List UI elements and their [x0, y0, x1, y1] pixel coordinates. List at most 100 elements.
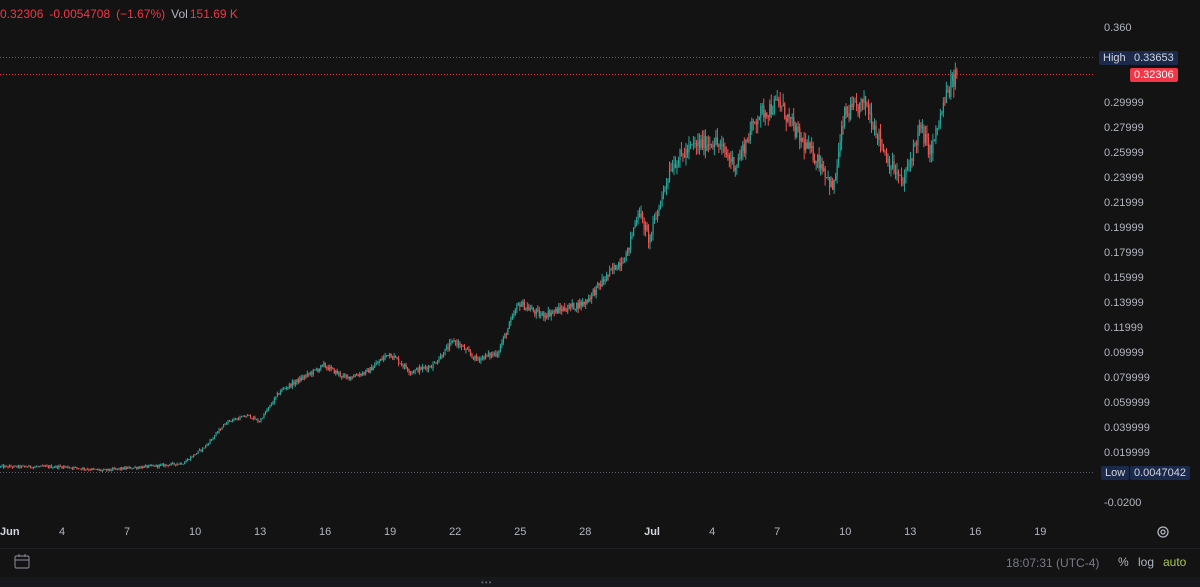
candle-body — [953, 74, 955, 87]
candle-body — [775, 99, 777, 101]
candle-body — [761, 106, 763, 108]
candle-body — [610, 268, 612, 270]
candle-body — [701, 139, 704, 149]
candle-body — [372, 367, 374, 371]
candle-body — [489, 353, 491, 357]
price-tick-label: 0.360 — [1104, 21, 1132, 34]
candle-body — [523, 301, 526, 310]
candle-body — [64, 466, 66, 468]
candle-body — [519, 303, 521, 307]
candle-body — [947, 89, 949, 91]
auto-scale-toggle[interactable]: auto — [1163, 555, 1187, 569]
candle-body — [85, 469, 87, 471]
candle-body — [161, 464, 163, 465]
candle-body — [745, 139, 747, 154]
ohlc-legend: 0.32306 -0.0054708 (−1.67%) Vol 151.69 K — [0, 6, 244, 22]
candle-body — [435, 362, 437, 364]
candle-body — [619, 262, 621, 267]
candle-body — [829, 176, 831, 188]
candle-body — [764, 113, 766, 118]
candle-body — [148, 465, 150, 468]
candle-body — [697, 140, 699, 147]
candle-body — [98, 469, 100, 471]
candle-body — [305, 375, 307, 378]
candle-body — [366, 369, 368, 371]
candle-body — [770, 103, 772, 115]
candle-body — [603, 279, 605, 282]
candle-body — [380, 359, 382, 362]
candle-body — [184, 462, 186, 465]
candle-body — [393, 355, 395, 359]
candle-body — [736, 165, 738, 169]
log-scale-toggle[interactable]: log — [1138, 555, 1155, 569]
candle-body — [606, 274, 608, 281]
candle-body — [490, 353, 493, 357]
candle-body — [234, 419, 237, 420]
candle-body — [850, 103, 852, 119]
candle-body — [22, 465, 24, 467]
candle-body — [359, 373, 361, 376]
candle-body — [31, 467, 33, 469]
candle-body — [909, 158, 912, 165]
candle-body — [89, 469, 91, 471]
candle-body — [574, 308, 576, 310]
candle-body — [11, 466, 14, 468]
candle-body — [944, 102, 946, 104]
candle-body — [416, 368, 418, 370]
candle-body — [516, 305, 518, 311]
candle-body — [659, 206, 662, 207]
candle-body — [288, 384, 291, 388]
candle-body — [535, 309, 537, 315]
candle-body — [645, 225, 647, 231]
resize-grip-icon[interactable]: ••• — [481, 578, 493, 587]
candle-body — [1, 465, 3, 467]
candle-body — [185, 460, 187, 463]
candle-body — [5, 465, 8, 467]
candle-body — [294, 382, 297, 385]
candle-body — [760, 106, 762, 118]
candle-body — [107, 468, 109, 471]
price-tick-label: 0.29999 — [1104, 96, 1144, 109]
clock-readout[interactable]: 18:07:31 (UTC-4) — [1006, 556, 1100, 570]
time-tick-label: 10 — [839, 526, 852, 538]
candle-body — [209, 440, 211, 444]
candle-body — [341, 376, 343, 377]
candle-body — [767, 116, 769, 118]
calendar-icon[interactable] — [13, 552, 31, 570]
candle-body — [862, 98, 864, 103]
candle-body — [604, 280, 606, 282]
candle-body — [600, 284, 602, 287]
candle-body — [308, 373, 310, 375]
candle-body — [656, 210, 659, 219]
candle-body — [860, 98, 862, 103]
candle-body — [345, 375, 347, 377]
candle-body — [851, 103, 853, 108]
candle-body — [893, 161, 895, 173]
candle-body — [351, 376, 353, 378]
candle-body — [166, 464, 168, 466]
candle-body — [621, 262, 623, 267]
candle-body — [637, 213, 639, 220]
candle-body — [894, 172, 897, 175]
candle-body — [37, 466, 39, 468]
percent-scale-toggle[interactable]: % — [1118, 555, 1129, 569]
candlestick-chart[interactable] — [0, 0, 1200, 548]
candle-body — [939, 114, 942, 126]
candle-body — [34, 466, 36, 468]
candle-body — [133, 467, 135, 469]
candle-body — [630, 236, 632, 250]
candle-body — [713, 144, 716, 148]
candle-body — [835, 176, 837, 180]
candle-body — [190, 456, 192, 460]
settings-gear-icon[interactable] — [1155, 524, 1171, 540]
candle-body — [784, 103, 786, 119]
candle-body — [347, 376, 349, 378]
candle-body — [932, 141, 934, 154]
candle-body — [773, 99, 775, 113]
candle-body — [683, 155, 686, 158]
candle-body — [923, 126, 925, 144]
panel-resize-handle[interactable] — [0, 577, 1200, 587]
time-tick-label: 16 — [969, 526, 982, 538]
candle-body — [296, 379, 298, 383]
